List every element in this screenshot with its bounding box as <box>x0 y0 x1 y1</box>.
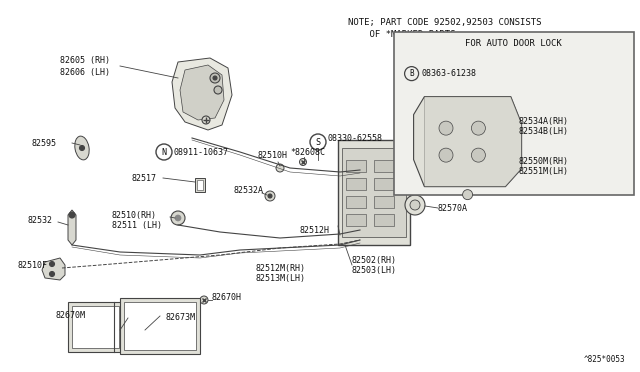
Text: N: N <box>161 148 166 157</box>
Text: 82670H: 82670H <box>212 294 242 302</box>
Circle shape <box>475 149 481 155</box>
Bar <box>374 196 394 208</box>
Circle shape <box>416 159 448 191</box>
Text: FOR AUTO DOOR LOCK: FOR AUTO DOOR LOCK <box>465 39 562 48</box>
Bar <box>346 160 366 172</box>
Circle shape <box>410 200 420 210</box>
Bar <box>374 178 394 190</box>
Text: 82534A(RH): 82534A(RH) <box>518 117 568 126</box>
Text: NOTE; PART CODE 92502,92503 CONSISTS: NOTE; PART CODE 92502,92503 CONSISTS <box>348 17 541 26</box>
Text: 08330-62558: 08330-62558 <box>328 134 383 142</box>
Text: OF *MARKED PARTS: OF *MARKED PARTS <box>348 29 456 38</box>
Text: 82513M(LH): 82513M(LH) <box>255 273 305 282</box>
Bar <box>342 148 406 237</box>
Text: 82510F: 82510F <box>18 262 48 270</box>
Circle shape <box>422 165 442 185</box>
Bar <box>394 32 634 195</box>
Circle shape <box>439 121 453 135</box>
Bar <box>346 214 366 226</box>
Circle shape <box>472 121 485 135</box>
Text: 82517: 82517 <box>132 173 157 183</box>
Text: 82551M(LH): 82551M(LH) <box>518 167 568 176</box>
Circle shape <box>265 191 275 201</box>
Polygon shape <box>424 97 522 187</box>
Bar <box>68 302 123 352</box>
Bar <box>346 196 366 208</box>
Text: 82673M: 82673M <box>165 314 195 323</box>
Bar <box>424 163 440 188</box>
Text: B: B <box>410 69 414 78</box>
Circle shape <box>472 148 485 162</box>
Circle shape <box>79 145 84 151</box>
Text: 82575: 82575 <box>504 154 529 163</box>
Polygon shape <box>68 210 76 245</box>
Text: 82570A: 82570A <box>438 203 468 212</box>
Ellipse shape <box>75 136 89 160</box>
Circle shape <box>69 212 75 218</box>
Text: 82670M: 82670M <box>55 311 85 321</box>
Text: 82605 (RH): 82605 (RH) <box>60 55 110 64</box>
Text: 82532A: 82532A <box>233 186 263 195</box>
Text: 82570M: 82570M <box>450 176 480 185</box>
Text: 82502(RH): 82502(RH) <box>352 256 397 264</box>
Circle shape <box>276 164 284 172</box>
Text: 08363-61238: 08363-61238 <box>422 69 477 78</box>
Circle shape <box>300 158 307 166</box>
Text: 82534B(LH): 82534B(LH) <box>518 127 568 136</box>
Circle shape <box>200 296 208 304</box>
Text: 82503(LH): 82503(LH) <box>352 266 397 275</box>
Text: 82595: 82595 <box>32 138 57 148</box>
Circle shape <box>463 190 472 200</box>
Circle shape <box>439 148 453 162</box>
Polygon shape <box>413 97 522 187</box>
Circle shape <box>171 211 185 225</box>
Bar <box>374 214 394 226</box>
Text: 82532: 82532 <box>28 215 53 224</box>
Bar <box>197 180 203 190</box>
Circle shape <box>49 262 54 266</box>
Circle shape <box>213 76 217 80</box>
Text: 82606 (LH): 82606 (LH) <box>60 67 110 77</box>
Bar <box>338 140 410 245</box>
Circle shape <box>214 86 222 94</box>
Bar <box>346 178 366 190</box>
Polygon shape <box>42 258 65 280</box>
Polygon shape <box>466 142 498 178</box>
Circle shape <box>202 116 210 124</box>
Text: *82608C: *82608C <box>290 148 325 157</box>
Circle shape <box>268 194 272 198</box>
Bar <box>410 168 418 193</box>
Circle shape <box>175 215 181 221</box>
Text: 08911-10637: 08911-10637 <box>173 148 228 157</box>
Polygon shape <box>172 58 232 130</box>
Bar <box>374 160 394 172</box>
Bar <box>124 302 196 350</box>
Text: 82512M(RH): 82512M(RH) <box>255 263 305 273</box>
Text: 82510(RH): 82510(RH) <box>112 211 157 219</box>
Circle shape <box>428 171 436 179</box>
Text: 82512H: 82512H <box>300 225 330 234</box>
Polygon shape <box>180 65 224 120</box>
Text: 82511 (LH): 82511 (LH) <box>112 221 162 230</box>
Bar <box>195 178 205 192</box>
Circle shape <box>405 195 425 215</box>
Bar <box>120 298 200 354</box>
Text: S: S <box>316 138 321 147</box>
Text: 82510H: 82510H <box>258 151 288 160</box>
Circle shape <box>475 163 481 169</box>
Circle shape <box>49 272 54 276</box>
Bar <box>72 306 119 348</box>
Text: ^825*0053: ^825*0053 <box>584 356 625 365</box>
Text: 82550M(RH): 82550M(RH) <box>518 157 568 166</box>
Circle shape <box>210 73 220 83</box>
